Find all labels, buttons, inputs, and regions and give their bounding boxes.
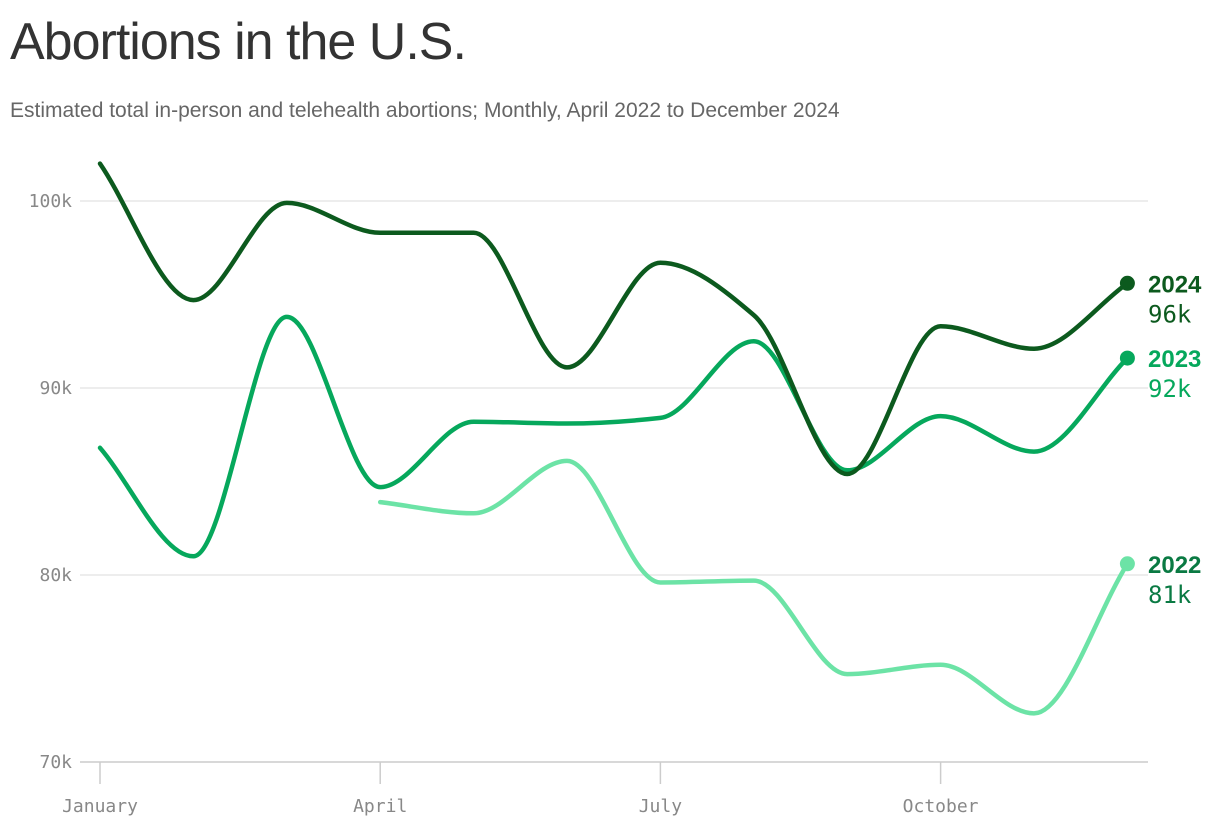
end-label-value-2023: 92k <box>1148 375 1192 403</box>
axes: 70k 80k 90k 100k January April July October <box>29 191 979 817</box>
y-tick-label: 100k <box>29 191 73 212</box>
end-label-year-2022: 2022 <box>1148 552 1201 579</box>
end-point-2023 <box>1119 350 1135 366</box>
chart-title: Abortions in the U.S. <box>10 13 467 71</box>
y-tick-label: 80k <box>39 565 72 586</box>
chart-subtitle: Estimated total in-person and telehealth… <box>10 99 840 122</box>
grid <box>80 200 1148 763</box>
series-line-2023 <box>97 314 1130 559</box>
end-point-2024 <box>1119 275 1135 291</box>
end-label-year-2023: 2023 <box>1148 346 1201 373</box>
y-tick-label: 70k <box>39 752 72 773</box>
series-line-2022 <box>377 458 1130 716</box>
x-tick-label: October <box>903 796 979 817</box>
end-label-value-2022: 81k <box>1148 581 1192 609</box>
end-label-value-2024: 96k <box>1148 300 1192 328</box>
x-tick-label: January <box>62 796 138 817</box>
x-tick-label: April <box>353 796 407 817</box>
end-label-year-2024: 2024 <box>1148 271 1202 298</box>
x-tick-label: July <box>639 796 683 817</box>
y-tick-label: 90k <box>39 378 72 399</box>
end-point-2022 <box>1119 556 1135 572</box>
series-lines <box>97 161 1135 716</box>
series-line-2024 <box>97 161 1130 477</box>
